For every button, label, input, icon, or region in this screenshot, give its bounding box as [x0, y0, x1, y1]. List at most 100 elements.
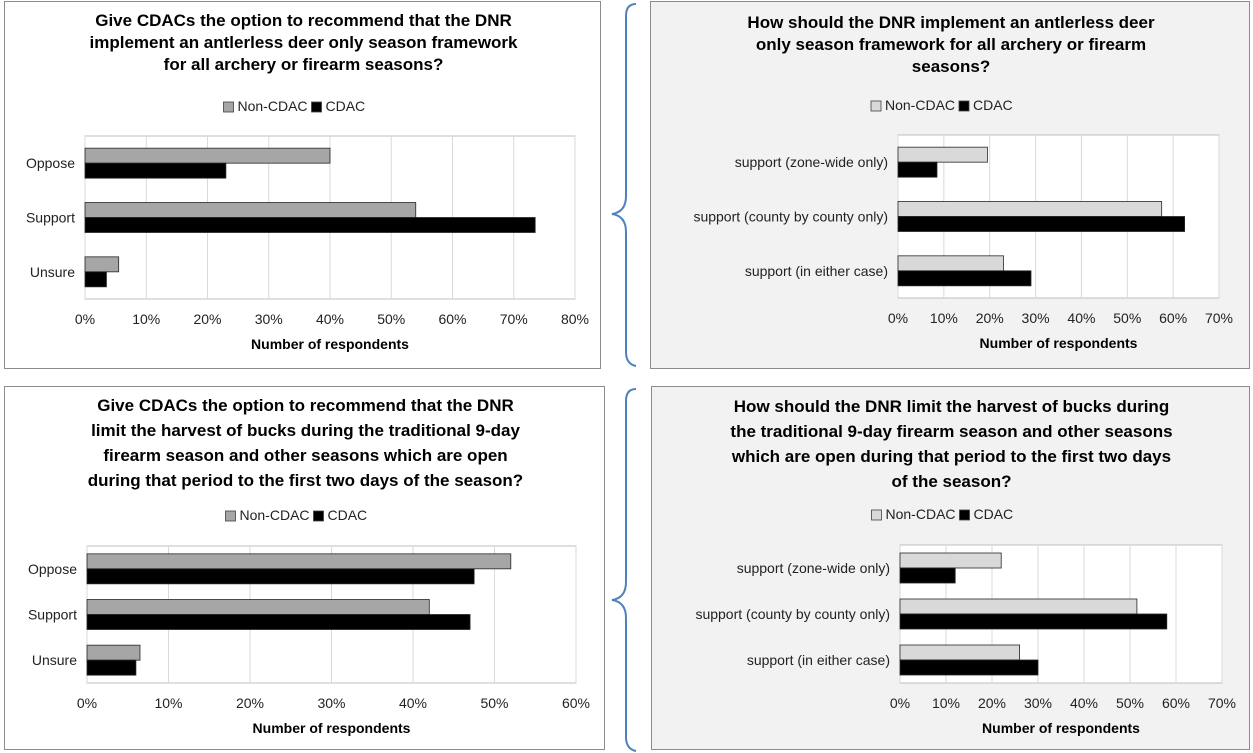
- legend-label: Non-CDAC: [238, 98, 308, 114]
- bar-cdac: [897, 161, 938, 178]
- bar-non-cdac: [897, 146, 988, 163]
- chart-title-line: implement an antlerless deer only season…: [90, 33, 519, 52]
- bar-non-cdac: [84, 202, 417, 218]
- legend-label: CDAC: [973, 97, 1013, 113]
- chart-title-line: during that period to the first two days…: [88, 471, 523, 490]
- legend-label: CDAC: [974, 506, 1014, 522]
- x-tick-label: 50%: [480, 695, 508, 711]
- bar-non-cdac: [897, 201, 1163, 217]
- legend-swatch-cdac: [959, 509, 970, 521]
- bar-non-cdac: [899, 598, 1138, 615]
- chart-title-line: limit the harvest of bucks during the tr…: [91, 421, 520, 440]
- legend-swatch-cdac: [958, 100, 970, 112]
- chart-title-line: only season framework for all archery or…: [756, 35, 1146, 54]
- category-label: Support: [28, 607, 77, 623]
- x-tick-label: 0%: [890, 695, 910, 711]
- x-tick-label: 0%: [888, 310, 908, 326]
- chart-antlerless-how: How should the DNR implement an antlerle…: [693, 13, 1233, 351]
- bar-non-cdac: [899, 552, 1002, 569]
- x-tick-label: 10%: [930, 310, 958, 326]
- chart-buck-limit-how: How should the DNR limit the harvest of …: [695, 397, 1236, 736]
- x-tick-label: 70%: [1208, 695, 1236, 711]
- x-tick-label: 20%: [193, 311, 221, 327]
- bar-cdac: [86, 568, 475, 585]
- bar-non-cdac: [84, 256, 120, 273]
- bar-non-cdac: [86, 599, 430, 615]
- chart-title-line: Give CDACs the option to recommend that …: [97, 396, 514, 415]
- bar-cdac: [84, 271, 107, 288]
- x-tick-label: 60%: [1162, 695, 1190, 711]
- chart-title-line: Give CDACs the option to recommend that …: [95, 11, 512, 30]
- x-tick-label: 20%: [236, 695, 264, 711]
- legend-label: Non-CDAC: [885, 97, 955, 113]
- x-axis-title: Number of respondents: [253, 720, 411, 736]
- x-tick-label: 30%: [255, 311, 283, 327]
- bar-cdac: [84, 162, 227, 179]
- category-label: support (in either case): [745, 263, 888, 279]
- legend-swatch-cdac: [313, 510, 324, 522]
- x-tick-label: 50%: [377, 311, 405, 327]
- legend-swatch-non-cdac: [225, 510, 236, 522]
- bar-cdac: [86, 659, 137, 676]
- x-tick-label: 10%: [932, 695, 960, 711]
- bar-non-cdac: [84, 147, 331, 164]
- x-tick-label: 0%: [75, 311, 95, 327]
- chart-panel-antlerless-option: Give CDACs the option to recommend that …: [4, 1, 601, 369]
- legend-swatch-non-cdac: [223, 101, 234, 113]
- bar-cdac: [897, 270, 1032, 287]
- bar-cdac: [899, 613, 1168, 630]
- chart-panel-buck-limit-option: Give CDACs the option to recommend that …: [4, 386, 605, 750]
- x-tick-label: 40%: [316, 311, 344, 327]
- x-tick-label: 30%: [1022, 310, 1050, 326]
- chart-title-line: the traditional 9-day firearm season and…: [730, 422, 1172, 441]
- category-label: Unsure: [30, 264, 75, 280]
- x-tick-label: 60%: [438, 311, 466, 327]
- category-label: support (zone-wide only): [737, 560, 890, 576]
- x-tick-label: 50%: [1116, 695, 1144, 711]
- x-tick-label: 10%: [132, 311, 160, 327]
- bar-cdac: [86, 614, 471, 630]
- legend-label: CDAC: [326, 98, 366, 114]
- chart-title-line: How should the DNR limit the harvest of …: [734, 397, 1169, 416]
- x-tick-label: 80%: [561, 311, 589, 327]
- chart-title-line: How should the DNR implement an antlerle…: [747, 13, 1155, 32]
- chart-title-line: for all archery or firearm seasons?: [164, 55, 444, 74]
- brace-top: [611, 3, 637, 367]
- chart-title-line: of the season?: [892, 472, 1012, 491]
- x-tick-label: 40%: [1070, 695, 1098, 711]
- x-tick-label: 40%: [1067, 310, 1095, 326]
- x-tick-label: 70%: [500, 311, 528, 327]
- category-label: Unsure: [32, 652, 77, 668]
- x-axis-title: Number of respondents: [980, 335, 1138, 351]
- chart-panel-buck-limit-how: How should the DNR limit the harvest of …: [651, 386, 1250, 750]
- legend-swatch-non-cdac: [871, 509, 882, 521]
- chart-title-line: seasons?: [912, 57, 990, 76]
- chart-buck-limit-option: Give CDACs the option to recommend that …: [28, 396, 590, 736]
- x-tick-label: 10%: [154, 695, 182, 711]
- x-tick-label: 0%: [77, 695, 97, 711]
- chart-panel-antlerless-how: How should the DNR implement an antlerle…: [650, 1, 1250, 369]
- x-tick-label: 20%: [978, 695, 1006, 711]
- x-tick-label: 20%: [976, 310, 1004, 326]
- legend-label: Non-CDAC: [886, 506, 956, 522]
- bar-cdac: [899, 659, 1039, 676]
- x-axis-title: Number of respondents: [982, 720, 1140, 736]
- legend-label: CDAC: [328, 507, 368, 523]
- bar-non-cdac: [86, 644, 141, 661]
- x-tick-label: 50%: [1113, 310, 1141, 326]
- x-tick-label: 30%: [1024, 695, 1052, 711]
- category-label: Oppose: [28, 561, 77, 577]
- bar-non-cdac: [899, 644, 1020, 661]
- legend-swatch-non-cdac: [870, 100, 882, 112]
- bar-non-cdac: [897, 255, 1004, 272]
- x-tick-label: 40%: [399, 695, 427, 711]
- x-tick-label: 30%: [317, 695, 345, 711]
- bar-cdac: [897, 216, 1186, 232]
- x-tick-label: 70%: [1205, 310, 1233, 326]
- legend-swatch-cdac: [311, 101, 322, 113]
- category-label: support (county by county only): [693, 209, 888, 225]
- connector-braces: [611, 3, 637, 752]
- category-label: Support: [26, 210, 75, 226]
- bar-non-cdac: [86, 553, 512, 570]
- chart-title-line: firearm season and other seasons which a…: [103, 446, 507, 465]
